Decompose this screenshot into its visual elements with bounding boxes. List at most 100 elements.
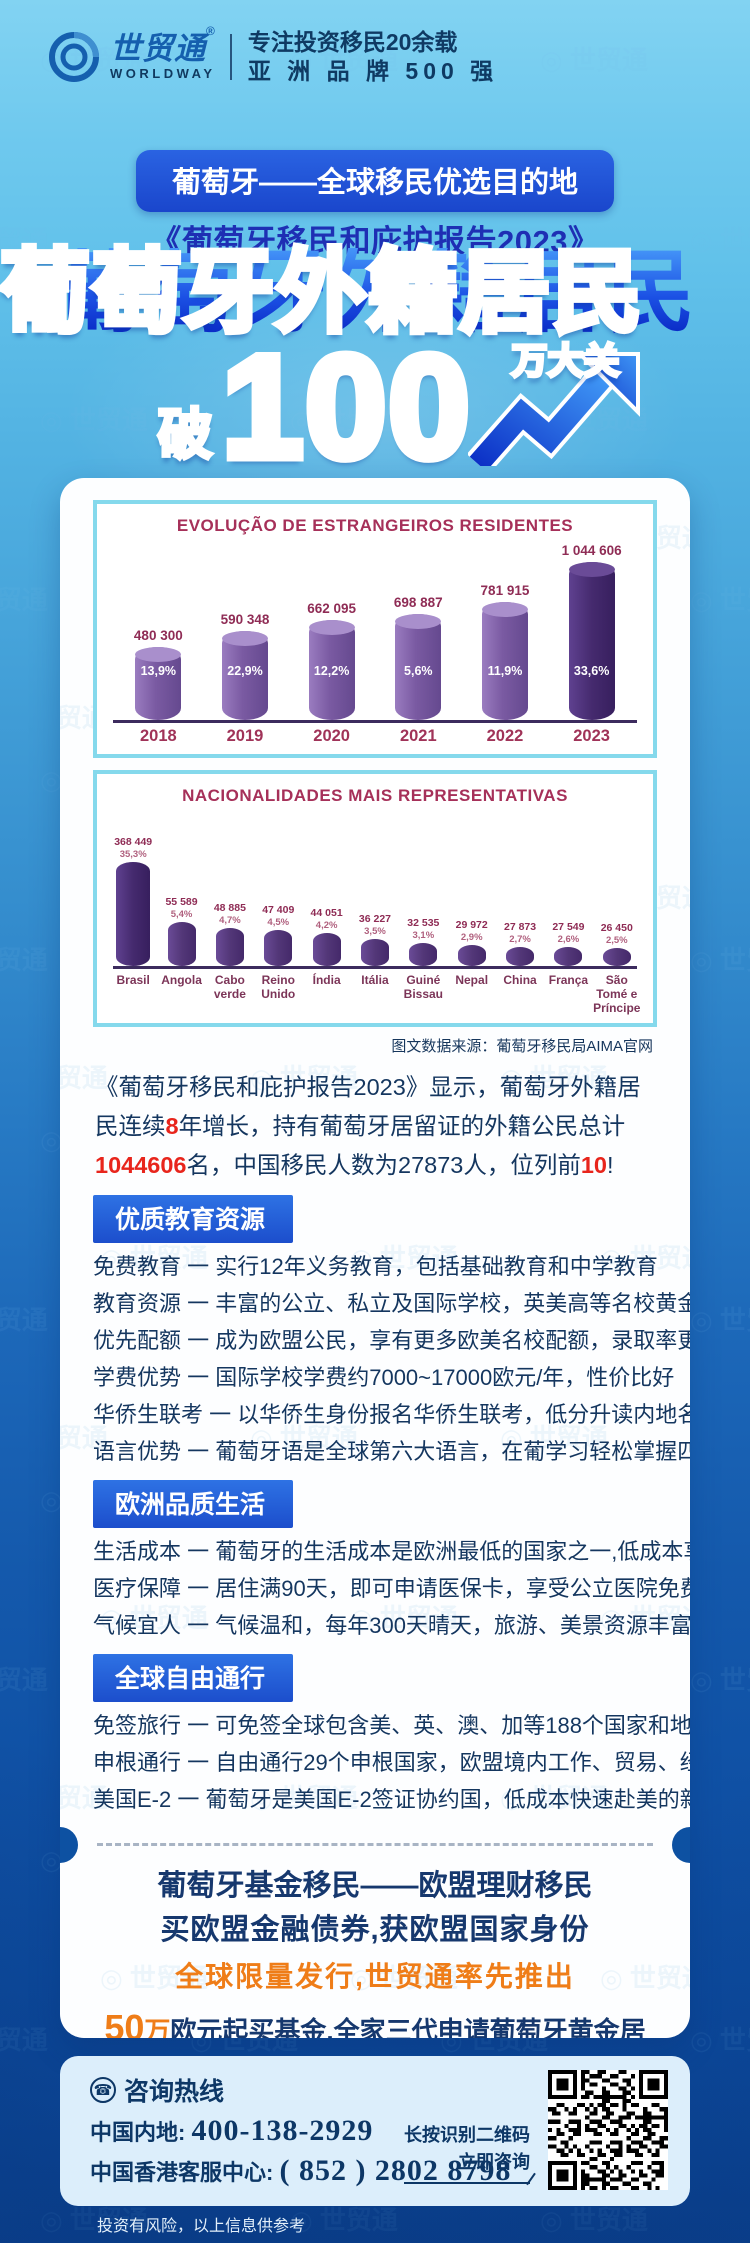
- section-travel: 全球自由通行 免签旅行 一 可免签全球包含美、英、澳、加等188个国家和地区 申根…: [93, 1644, 690, 1818]
- divider-dashed-line: [97, 1843, 653, 1847]
- chart-bars: 368 449 35,3% 55 589 5,4% 48 885 4,7% 47 409 4,…: [105, 808, 645, 966]
- chart-bar-column: 26 450 2,5%: [593, 922, 641, 966]
- bar: 12,2%: [308, 620, 355, 720]
- bar: [602, 948, 631, 966]
- phone-icon: ☎: [90, 2077, 116, 2103]
- bar: [457, 945, 486, 966]
- feature-line: 申根通行 一 自由通行29个申根国家，欧盟境内工作、贸易、经商无障碍: [93, 1750, 690, 1776]
- feature-line: 语言优势 一 葡萄牙语是全球第六大语言，在葡学习轻松掌握四门语言: [93, 1439, 690, 1465]
- qr-hint-line-1: 长按识别二维码: [404, 2125, 530, 2145]
- text-segment: 名，中国移民人数为27873人，位列前: [186, 1152, 581, 1179]
- disclaimer: 投资有风险，以上信息供参考: [97, 2218, 306, 2235]
- chart-axis: [113, 966, 637, 969]
- bar-value-label: 26 450: [600, 922, 633, 934]
- ticket-divider: [60, 1827, 690, 1864]
- bar-value-label: 698 887: [393, 595, 443, 610]
- axis-tick-label: Angola: [161, 973, 202, 987]
- feature-line: 教育资源 一 丰富的公立、私立及国际学校，英美高等名校黄金跳板: [93, 1291, 690, 1317]
- text-segment: 1044606: [95, 1152, 187, 1179]
- qr-hint: 长按识别二维码 立即咨询: [404, 2122, 530, 2192]
- chart-bar-column: 590 348 22,9%: [207, 612, 283, 720]
- bar: 33,6%: [568, 562, 615, 720]
- watermark-logo: ◎ 世贸通: [690, 1305, 750, 1335]
- bar: [264, 930, 293, 966]
- promo-line-bonds: 买欧盟金融债券,获欧盟国家身份: [160, 1914, 590, 1947]
- feature-line: 免费教育 一 实行12年义务教育，包括基础教育和中学教育: [93, 1254, 658, 1280]
- axis-tick-label: Itália: [361, 973, 389, 987]
- chart-bar-column: 27 873 2,7%: [496, 921, 544, 966]
- bar-percent-label: 11,9%: [487, 664, 523, 678]
- hero-banner-pill: 葡萄牙——全球移民优选目的地: [135, 150, 615, 212]
- bar-value-label: 590 348: [220, 612, 270, 627]
- axis-tick-label: China: [503, 973, 537, 987]
- bar-value-label: 55 589: [165, 896, 198, 908]
- number-unit: 万大关: [512, 344, 620, 379]
- text-segment: 50: [104, 2007, 145, 2038]
- source-note: 图文数据来源：葡萄牙移民局AIMA官网: [391, 1038, 653, 1056]
- hero-number-block: 破 100 万大关: [0, 333, 750, 479]
- bar-percent-label: 3,5%: [364, 926, 386, 937]
- watermark-logo: ◎ 世贸通: [690, 585, 750, 615]
- bar: [409, 943, 438, 966]
- axis-tick-label: França: [548, 973, 589, 987]
- bar-value-label: 27 549: [552, 921, 585, 933]
- logo-text: 世贸通® WORLDWAY: [110, 25, 216, 80]
- axis-tick-label: Nepal: [455, 973, 489, 987]
- chart-bar-column: 55 589 5,4%: [157, 896, 205, 966]
- feature-list: 生活成本 一 葡萄牙的生活成本是欧洲最低的国家之一,低成本享受高质生活医疗保障 …: [93, 1533, 690, 1644]
- summary-paragraph: 《葡萄牙移民和庇护报告2023》显示，葡萄牙外籍居民连续8年增长，持有葡萄牙居留…: [95, 1068, 655, 1185]
- bar-percent-label: 35,3%: [119, 849, 147, 860]
- watermark-logo: ◎ 世贸通: [0, 2025, 48, 2055]
- bar-percent-label: 2,6%: [557, 934, 580, 945]
- chart-bar-column: 662 095 12,2%: [294, 601, 370, 720]
- section-education: 优质教育资源 免费教育 一 实行12年义务教育，包括基础教育和中学教育 教育资源 …: [93, 1185, 690, 1470]
- watermark-logo: ◎ 世贸通: [540, 45, 648, 75]
- axis-tick-label: Brasil: [116, 973, 150, 987]
- bar-percent-label: 2,9%: [460, 932, 483, 943]
- feature-line: 生活成本 一 葡萄牙的生活成本是欧洲最低的国家之一,低成本享受高质生活: [93, 1539, 690, 1565]
- logo: 世贸通® WORLDWAY: [48, 25, 216, 83]
- bar-value-label: 480 300: [133, 628, 183, 643]
- bar: 5,6%: [395, 614, 442, 720]
- bar: [506, 947, 535, 966]
- bar: 13,9%: [135, 647, 182, 720]
- bar-percent-label: 3,1%: [412, 930, 435, 941]
- chart-title: EVOLUÇÃO DE ESTRANGEIROS RESIDENTES: [176, 516, 574, 535]
- bar: [215, 928, 244, 966]
- bar-percent-label: 13,9%: [140, 664, 177, 678]
- bar: [116, 862, 151, 966]
- promo-line-fund: 50万欧元起买基金,全家三代申请葡萄牙黄金居留身份: [93, 2006, 657, 2038]
- feature-list: 免费教育 一 实行12年义务教育，包括基础教育和中学教育教育资源 一 丰富的公立…: [93, 1248, 690, 1470]
- bar-percent-label: 2,7%: [509, 934, 531, 945]
- watermark-logo: ◎ 世贸通: [0, 585, 48, 615]
- section-badge-travel: 全球自由通行: [93, 1654, 294, 1703]
- chart-category-labels: Brasil Angola Cabo verde Reino Unido Índia It…: [105, 969, 645, 1017]
- axis-tick-label: Reino Unido: [261, 973, 296, 1001]
- bar: [554, 947, 583, 966]
- worldway-logo-icon: [49, 31, 99, 82]
- axis-tick-label: 2022: [486, 727, 524, 745]
- feature-line: 美国E-2 一 葡萄牙是美国E-2签证协约国，低成本快速赴美的新选择: [93, 1787, 690, 1813]
- break-character: 破: [158, 408, 212, 462]
- chart-bar-column: 36 227 3,5%: [351, 913, 399, 966]
- divider-notch-left: [60, 1827, 78, 1864]
- watermark-logo: ◎ 世贸通: [690, 1665, 750, 1695]
- bar-percent-label: 5,6%: [404, 664, 433, 678]
- bar-value-label: 368 449: [114, 836, 153, 848]
- chart-bar-column: 32 535 3,1%: [399, 917, 447, 966]
- text-segment: 欧元起买基金,全家三代申请葡萄牙黄金居留身份: [170, 2016, 646, 2038]
- chart-bars: 480 300 13,9% 590 348 22,9% 662 095 12,2% 698 …: [105, 538, 645, 720]
- tagline-line-1: 专注投资移民20余载: [247, 29, 458, 55]
- text-segment: !: [607, 1152, 614, 1179]
- header-tagline: 专注投资移民20余载 亚 洲 品 牌 500 强: [248, 28, 498, 86]
- bar-percent-label: 4,5%: [267, 917, 290, 928]
- watermark-logo: ◎ 世贸通: [0, 945, 48, 975]
- bar-value-label: 44 051: [310, 907, 343, 919]
- bar-value-label: 48 885: [213, 902, 246, 914]
- header: 世贸通® WORLDWAY 专注投资移民20余载 亚 洲 品 牌 500 强: [48, 25, 498, 86]
- qr-hint-line-2: 立即咨询: [458, 2152, 530, 2172]
- bar-value-label: 781 915: [480, 583, 530, 598]
- chart-bar-column: 44 051 4,2%: [302, 907, 350, 966]
- text-segment: 8: [165, 1113, 179, 1140]
